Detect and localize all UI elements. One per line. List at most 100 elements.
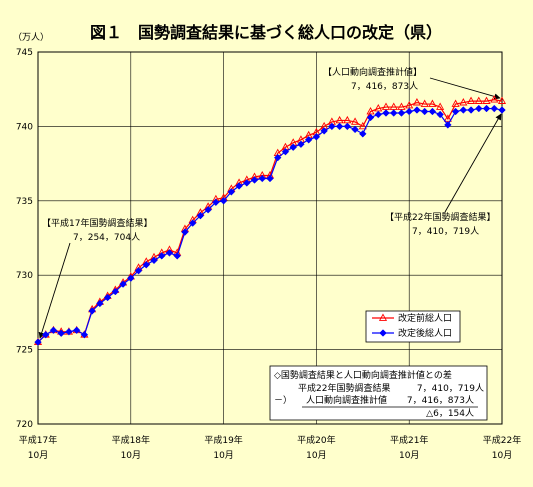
y-tick-label-2: 730 [16, 271, 33, 281]
difference-box: ◇国勢調査結果と人口動向調査推計値との差 平成22年国勢調査結果 7，410，7… [269, 365, 488, 421]
before-point-54 [451, 99, 460, 107]
after-point-17 [165, 249, 174, 257]
after-point-43 [366, 113, 375, 122]
difference-box-frame [269, 365, 488, 421]
after-point-30 [266, 174, 274, 183]
after-point-59 [490, 104, 499, 113]
annotation-census-2005: 【平成17年国勢調査結果】 7，254，704人 [42, 217, 152, 243]
after-point-3 [57, 329, 65, 337]
after-point-21 [196, 211, 205, 220]
after-point-41 [351, 125, 359, 134]
y-tick-label-0: 720 [16, 420, 33, 430]
x-tick-year-0: 平成17年 [19, 434, 57, 446]
x-tick-year-3: 平成20年 [297, 434, 335, 446]
after-point-48 [405, 107, 413, 116]
annotation-estimate-title: 【人口動向調査推計値】 [323, 66, 422, 78]
legend-marker-before [378, 313, 388, 321]
after-point-53 [444, 121, 452, 129]
before-point-51 [428, 99, 437, 107]
after-point-16 [157, 252, 166, 260]
after-point-20 [188, 219, 197, 227]
after-point-5 [72, 326, 81, 335]
y-tick-label-4: 740 [16, 122, 33, 132]
before-point-52 [436, 102, 445, 110]
after-point-37 [320, 127, 328, 135]
after-point-42 [359, 130, 367, 138]
after-point-0 [34, 338, 42, 346]
before-point-57 [474, 96, 483, 104]
before-point-55 [459, 98, 468, 106]
after-point-58 [482, 104, 491, 113]
after-point-22 [204, 205, 212, 214]
x-tick-year-5: 平成22年 [483, 434, 521, 446]
after-point-40 [343, 122, 352, 131]
after-point-34 [297, 140, 305, 149]
annotation-estimate: 【人口動向調査推計値】 7，416，873人 [323, 66, 422, 92]
after-point-8 [96, 299, 104, 308]
after-point-35 [304, 136, 313, 144]
after-point-26 [235, 182, 243, 190]
difference-row-estimate-prefix: －） [274, 395, 292, 406]
callout-arrow-census-2005 [38, 242, 71, 339]
after-point-12 [127, 274, 135, 282]
before-point-58 [482, 96, 491, 104]
after-point-47 [397, 109, 406, 117]
difference-row-estimate-value: 7，416，873人 [407, 395, 474, 406]
after-point-33 [289, 143, 297, 151]
after-point-44 [374, 110, 383, 119]
annotation-census-2010: 【平成22年国勢調査結果】 7，410，719人 [385, 211, 495, 237]
after-point-51 [428, 107, 437, 116]
x-tick-month-3: 10月 [306, 450, 326, 461]
annotation-census-2010-value: 7，410，719人 [412, 226, 479, 237]
annotation-census-2005-title: 【平成17年国勢調査結果】 [42, 217, 152, 229]
legend-item-before: 改定前総人口 [398, 312, 452, 324]
after-point-1 [41, 330, 50, 339]
x-tick-month-5: 10月 [492, 450, 512, 461]
callout-arrow-estimate [429, 77, 501, 100]
callout-arrows [38, 77, 502, 339]
before-point-42 [358, 121, 367, 130]
after-point-27 [243, 179, 251, 187]
y-tick-label-3: 735 [16, 197, 33, 207]
chart-title: 図１ 国勢調査結果に基づく総人口の改定（県） [90, 23, 442, 42]
x-tick-year-1: 平成18年 [112, 434, 150, 446]
after-point-32 [281, 147, 290, 156]
x-axis-ticks: 平成17年 10月 平成18年 10月 平成19年 10月 平成20年 10月 平成21年 10月… [19, 434, 521, 461]
legend: 改定前総人口 改定後総人口 [365, 310, 461, 343]
x-tick-month-0: 10月 [28, 450, 48, 461]
before-point-59 [490, 95, 499, 103]
after-point-15 [150, 256, 158, 265]
after-point-10 [111, 287, 120, 296]
after-point-23 [212, 198, 220, 207]
after-point-36 [312, 133, 321, 141]
after-point-57 [475, 104, 483, 113]
legend-swatches [372, 313, 394, 337]
after-point-52 [436, 110, 444, 119]
before-point-60 [497, 96, 507, 104]
x-tick-month-1: 10月 [121, 450, 141, 461]
y-axis-label: （万人） [13, 32, 49, 43]
x-tick-month-2: 10月 [213, 450, 233, 461]
after-point-2 [49, 326, 58, 335]
difference-heading: ◇国勢調査結果と人口動向調査推計値との差 [274, 369, 452, 381]
annotation-census-2010-title: 【平成22年国勢調査結果】 [385, 211, 495, 223]
after-point-50 [420, 107, 429, 116]
after-point-13 [134, 266, 143, 275]
gridlines [37, 51, 503, 425]
difference-row-result-value: △6，154人 [426, 408, 474, 419]
before-point-49 [412, 98, 421, 106]
y-tick-label-5: 745 [16, 48, 33, 58]
callout-arrow-census-2010 [444, 113, 502, 213]
legend-marker-after [379, 329, 387, 337]
after-point-45 [382, 109, 390, 117]
y-tick-label-1: 725 [16, 346, 33, 356]
after-point-46 [389, 109, 398, 117]
after-point-11 [119, 280, 127, 288]
after-point-60 [498, 106, 506, 114]
legend-item-after: 改定後総人口 [398, 327, 452, 339]
difference-row-census-value: 7，410，719人 [417, 383, 484, 394]
x-tick-month-4: 10月 [399, 450, 419, 461]
after-point-19 [181, 228, 189, 236]
